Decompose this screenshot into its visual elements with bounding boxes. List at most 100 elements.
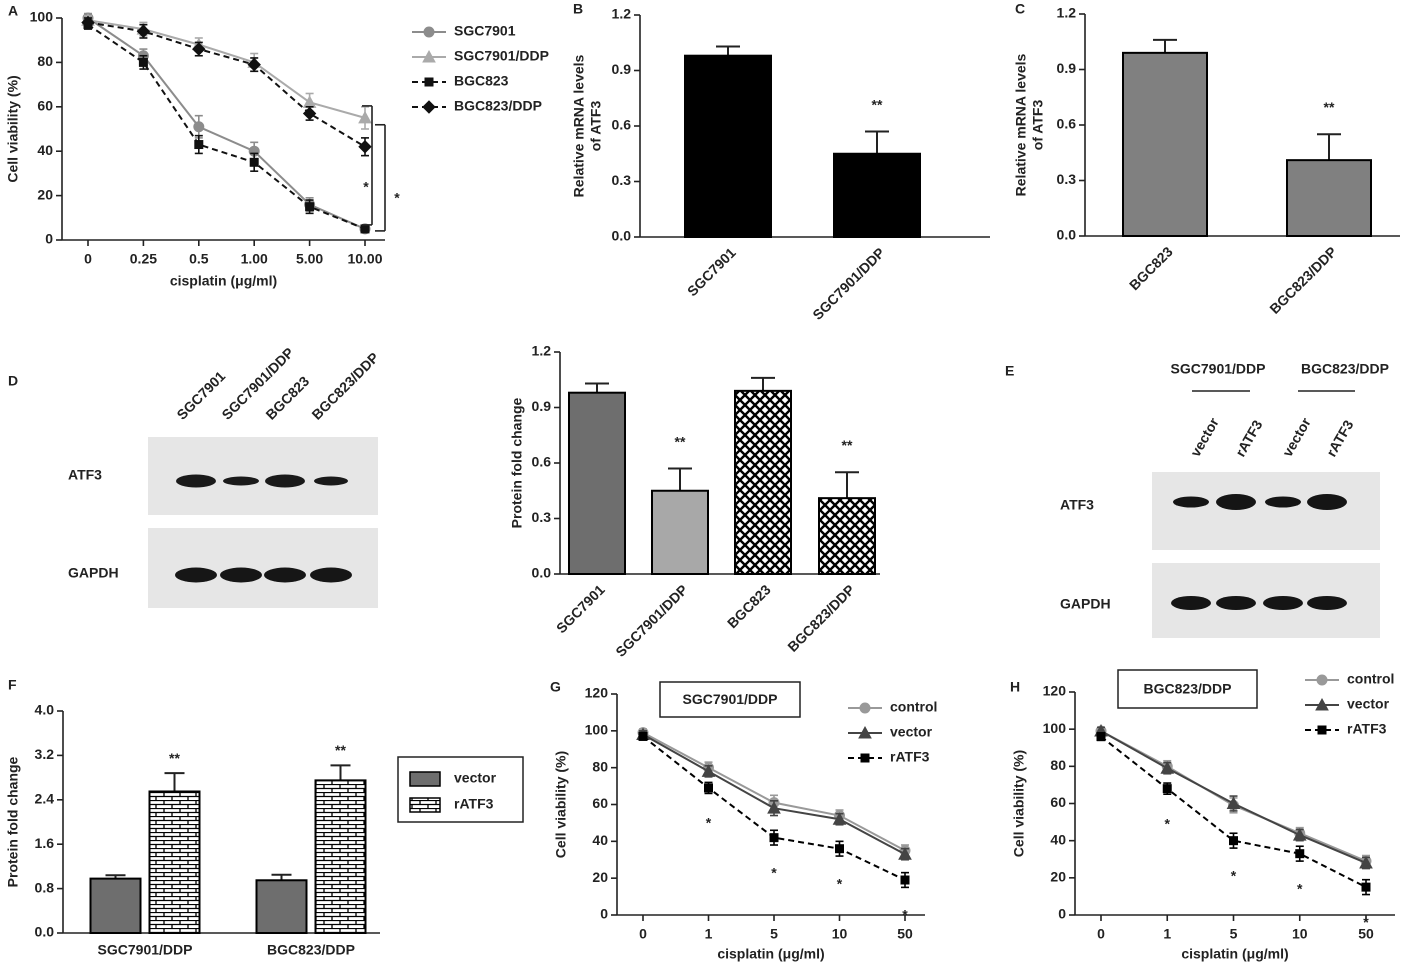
bar	[568, 391, 626, 576]
data-point	[1292, 828, 1307, 841]
bar	[148, 790, 201, 934]
y-tick-label: 80	[37, 53, 53, 69]
data-point	[832, 812, 847, 825]
lane-label: rATF3	[1323, 417, 1357, 459]
title-box	[1117, 669, 1258, 709]
panel-label: D	[8, 373, 18, 389]
y-tick-label: 4.0	[35, 702, 55, 718]
legend-swatch	[409, 771, 441, 787]
x-tick-label: BGC823/DDP	[784, 581, 857, 654]
title-box	[659, 681, 801, 718]
blot-band	[310, 567, 352, 583]
lane-label: rATF3	[1232, 417, 1266, 459]
significance-mark: **	[872, 96, 883, 112]
legend-label: control	[890, 699, 937, 715]
data-point	[192, 42, 206, 56]
y-tick-label: 1.2	[612, 6, 632, 22]
y-tick-label: 0.8	[35, 879, 55, 895]
blot-band	[223, 476, 259, 486]
legend-marker	[424, 77, 434, 87]
blot-band	[1265, 496, 1301, 508]
bar	[1286, 159, 1372, 237]
data-point	[194, 140, 204, 150]
legend-marker	[422, 49, 436, 63]
blot-band	[1307, 596, 1347, 610]
data-point	[900, 875, 910, 885]
x-tick-label: 1	[1163, 926, 1171, 942]
series-line	[1100, 735, 1367, 889]
legend-marker	[860, 753, 870, 763]
panel-label: G	[550, 679, 561, 695]
y-axis-title: of ATF3	[1030, 100, 1046, 151]
chart-title: SGC7901/DDP	[683, 691, 778, 707]
panel-label: E	[1005, 363, 1014, 379]
legend-marker	[858, 725, 872, 739]
data-point	[1229, 836, 1238, 846]
blot-band	[1173, 496, 1209, 508]
data-point	[138, 57, 148, 67]
data-point	[249, 157, 259, 167]
data-point	[638, 731, 648, 741]
data-point	[1359, 855, 1373, 869]
data-point	[247, 57, 261, 72]
significance-mark: *	[1231, 867, 1237, 883]
x-tick-label: BGC823	[724, 581, 774, 631]
x-tick-label: 50	[897, 926, 913, 942]
y-tick-label: 0	[1058, 906, 1066, 922]
data-point	[358, 140, 372, 154]
data-point	[1096, 732, 1106, 742]
blot-band	[1307, 494, 1347, 510]
blot-band	[1263, 596, 1303, 610]
y-tick-label: 100	[1043, 720, 1067, 736]
blot-band	[314, 476, 348, 486]
y-tick-label: 0.0	[35, 924, 55, 940]
x-tick-label: 5.00	[296, 251, 323, 267]
y-tick-label: 20	[37, 186, 53, 202]
significance-mark: **	[842, 437, 853, 453]
legend-label: control	[1347, 671, 1394, 687]
significance-mark: *	[1363, 914, 1369, 930]
significance-mark: **	[335, 742, 346, 758]
row-label: ATF3	[1060, 497, 1094, 513]
blot-membrane	[1152, 472, 1380, 550]
bar	[734, 389, 792, 575]
y-tick-label: 0.0	[612, 228, 632, 244]
significance-mark: *	[1165, 815, 1171, 831]
y-axis-title: Protein fold change	[5, 756, 21, 887]
y-tick-label: 40	[1050, 831, 1066, 847]
legend-marker	[859, 702, 871, 714]
y-tick-label: 80	[592, 758, 608, 774]
panel-label: A	[8, 3, 18, 19]
y-tick-label: 0.0	[532, 565, 552, 581]
y-tick-label: 0.9	[1057, 60, 1077, 76]
blot-band	[176, 474, 216, 488]
blot-band	[1216, 494, 1256, 510]
y-tick-label: 1.6	[35, 835, 55, 851]
y-axis-title: Cell viability (%)	[1011, 750, 1027, 857]
legend-label: SGC7901/DDP	[454, 48, 549, 64]
x-tick-label: 0.5	[189, 251, 209, 267]
y-tick-label: 1.2	[532, 343, 552, 359]
data-point	[1295, 849, 1305, 859]
legend-label: rATF3	[454, 796, 494, 812]
y-tick-label: 40	[37, 142, 53, 158]
bar	[89, 877, 142, 934]
x-tick-label: 5	[770, 926, 778, 942]
x-tick-label: SGC7901	[684, 244, 739, 299]
blot-band	[265, 474, 305, 488]
series-line	[87, 19, 366, 119]
y-axis-title: Cell viability (%)	[5, 75, 21, 182]
x-tick-label: 0	[1097, 926, 1105, 942]
y-tick-label: 2.4	[35, 791, 55, 807]
x-tick-label: SGC7901/DDP	[98, 942, 193, 958]
y-tick-label: 0	[45, 231, 53, 247]
data-point	[835, 844, 844, 854]
blot-band	[264, 567, 306, 583]
legend-label: vector	[1347, 696, 1390, 712]
y-axis-title: of ATF3	[588, 101, 604, 152]
blot-band	[220, 567, 262, 583]
bar	[684, 54, 772, 239]
y-tick-label: 0.3	[532, 509, 552, 525]
significance-mark: *	[394, 190, 400, 206]
